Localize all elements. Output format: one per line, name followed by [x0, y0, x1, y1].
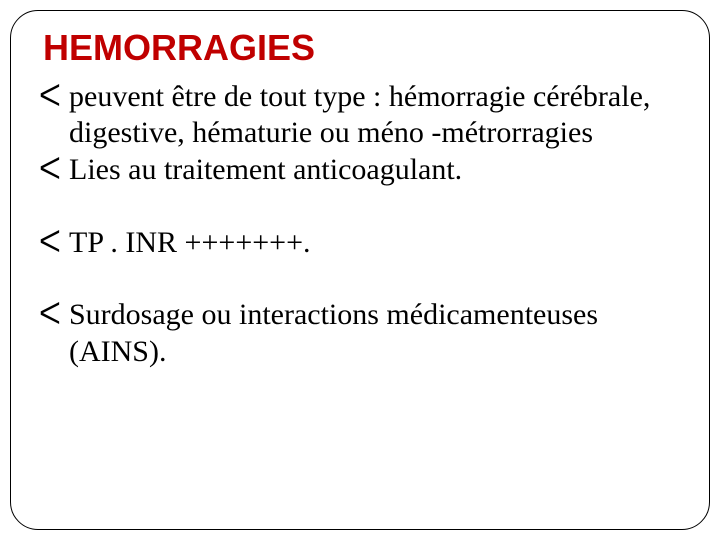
- slide-frame: HEMORRAGIES peuvent être de tout type : …: [10, 10, 710, 530]
- list-item: Surdosage ou interactions médicamenteuse…: [39, 297, 681, 370]
- spacer: [39, 261, 681, 297]
- slide-title: HEMORRAGIES: [43, 29, 681, 67]
- bullet-list: peuvent être de tout type : hémorragie c…: [39, 79, 681, 189]
- bullet-list: Surdosage ou interactions médicamenteuse…: [39, 297, 681, 370]
- list-item: peuvent être de tout type : hémorragie c…: [39, 79, 681, 152]
- spacer: [39, 189, 681, 225]
- list-item: TP . INR +++++++.: [39, 225, 681, 262]
- bullet-list: TP . INR +++++++.: [39, 225, 681, 262]
- list-item: Lies au traitement anticoagulant.: [39, 152, 681, 189]
